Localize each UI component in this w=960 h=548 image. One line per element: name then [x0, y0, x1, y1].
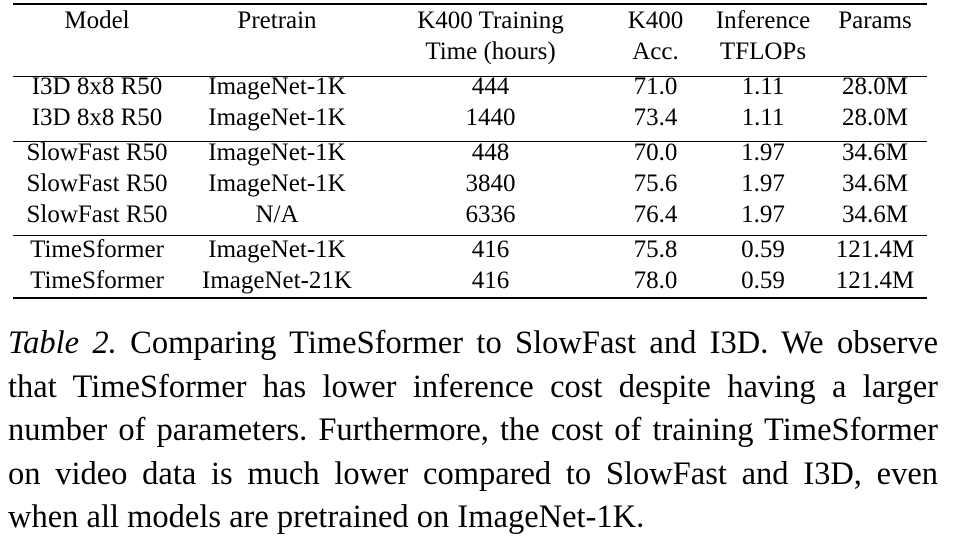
cell-params: 121.4M [835, 267, 915, 294]
results-table: Model Pretrain K400 Training Time (hours… [13, 5, 927, 296]
cell-tflops: 1.11 [741, 104, 785, 131]
cell-model: SlowFast R50 [26, 201, 168, 228]
cell-training-time: 444 [471, 73, 510, 100]
header-rule [13, 76, 927, 77]
group-rule-slowfast [13, 141, 927, 142]
cell-model: I3D 8x8 R50 [31, 104, 163, 131]
cell-tflops: 0.59 [741, 236, 785, 263]
table-header: Model Pretrain K400 Training Time (hours… [13, 5, 927, 67]
header-model: Model [64, 7, 130, 34]
cell-tflops: 1.11 [741, 73, 785, 100]
cell-pretrain: ImageNet-1K [208, 139, 346, 166]
header-training-time: K400 Training Time (hours) [417, 7, 564, 65]
cell-tflops: 1.97 [741, 201, 785, 228]
caption-paragraph: Table 2. Comparing TimeSformer to SlowFa… [8, 322, 938, 540]
cell-pretrain: ImageNet-21K [202, 267, 352, 294]
header-tflops: Inference TFLOPs [715, 7, 811, 65]
cell-training-time: 6336 [465, 201, 516, 228]
cell-pretrain: ImageNet-1K [208, 236, 346, 263]
cell-training-time: 448 [471, 139, 510, 166]
cell-pretrain: ImageNet-1K [208, 104, 346, 131]
header-accuracy: K400 Acc. [627, 7, 684, 65]
table-caption: Table 2. Comparing TimeSformer to SlowFa… [8, 322, 938, 540]
cell-model: SlowFast R50 [26, 170, 168, 197]
table-row: TimeSformer ImageNet-21K 416 78.0 0.59 1… [13, 265, 927, 296]
table-row: SlowFast R50 ImageNet-1K 448 70.0 1.97 3… [13, 133, 927, 168]
table-row: I3D 8x8 R50 ImageNet-1K 1440 73.4 1.11 2… [13, 102, 927, 133]
cell-tflops: 1.97 [741, 139, 785, 166]
cell-params: 34.6M [842, 170, 908, 197]
cell-accuracy: 70.0 [633, 139, 678, 166]
cell-params: 121.4M [835, 236, 915, 263]
table-bottom-rule [13, 297, 927, 299]
caption-label: Table 2. [8, 325, 117, 361]
cell-pretrain: ImageNet-1K [208, 170, 346, 197]
table-row: SlowFast R50 N/A 6336 76.4 1.97 34.6M [13, 199, 927, 230]
cell-tflops: 0.59 [741, 267, 785, 294]
cell-params: 28.0M [842, 73, 908, 100]
cell-params: 28.0M [842, 104, 908, 131]
caption-text: Comparing TimeSformer to SlowFast and I3… [8, 325, 939, 536]
cell-accuracy: 75.8 [633, 236, 678, 263]
cell-training-time: 416 [471, 267, 510, 294]
cell-params: 34.6M [842, 201, 908, 228]
cell-pretrain: N/A [255, 201, 299, 228]
cell-model: SlowFast R50 [26, 139, 168, 166]
table-row: I3D 8x8 R50 ImageNet-1K 444 71.0 1.11 28… [13, 67, 927, 102]
cell-accuracy: 73.4 [633, 104, 678, 131]
group-rule-timesformer [13, 235, 927, 236]
table-row: TimeSformer ImageNet-1K 416 75.8 0.59 12… [13, 230, 927, 265]
cell-accuracy: 76.4 [633, 201, 678, 228]
cell-model: I3D 8x8 R50 [31, 73, 163, 100]
table-row: SlowFast R50 ImageNet-1K 3840 75.6 1.97 … [13, 168, 927, 199]
cell-training-time: 3840 [465, 170, 516, 197]
cell-accuracy: 75.6 [633, 170, 678, 197]
cell-params: 34.6M [842, 139, 908, 166]
cell-accuracy: 71.0 [633, 73, 678, 100]
cell-accuracy: 78.0 [633, 267, 678, 294]
header-params: Params [838, 7, 912, 34]
cell-training-time: 416 [471, 236, 510, 263]
header-pretrain: Pretrain [237, 7, 317, 34]
cell-pretrain: ImageNet-1K [208, 73, 346, 100]
table-body: I3D 8x8 R50 ImageNet-1K 444 71.0 1.11 28… [13, 67, 927, 296]
cell-training-time: 1440 [465, 104, 516, 131]
cell-tflops: 1.97 [741, 170, 785, 197]
cell-model: TimeSformer [30, 267, 164, 294]
table-top-rule [13, 3, 927, 5]
cell-model: TimeSformer [30, 236, 164, 263]
